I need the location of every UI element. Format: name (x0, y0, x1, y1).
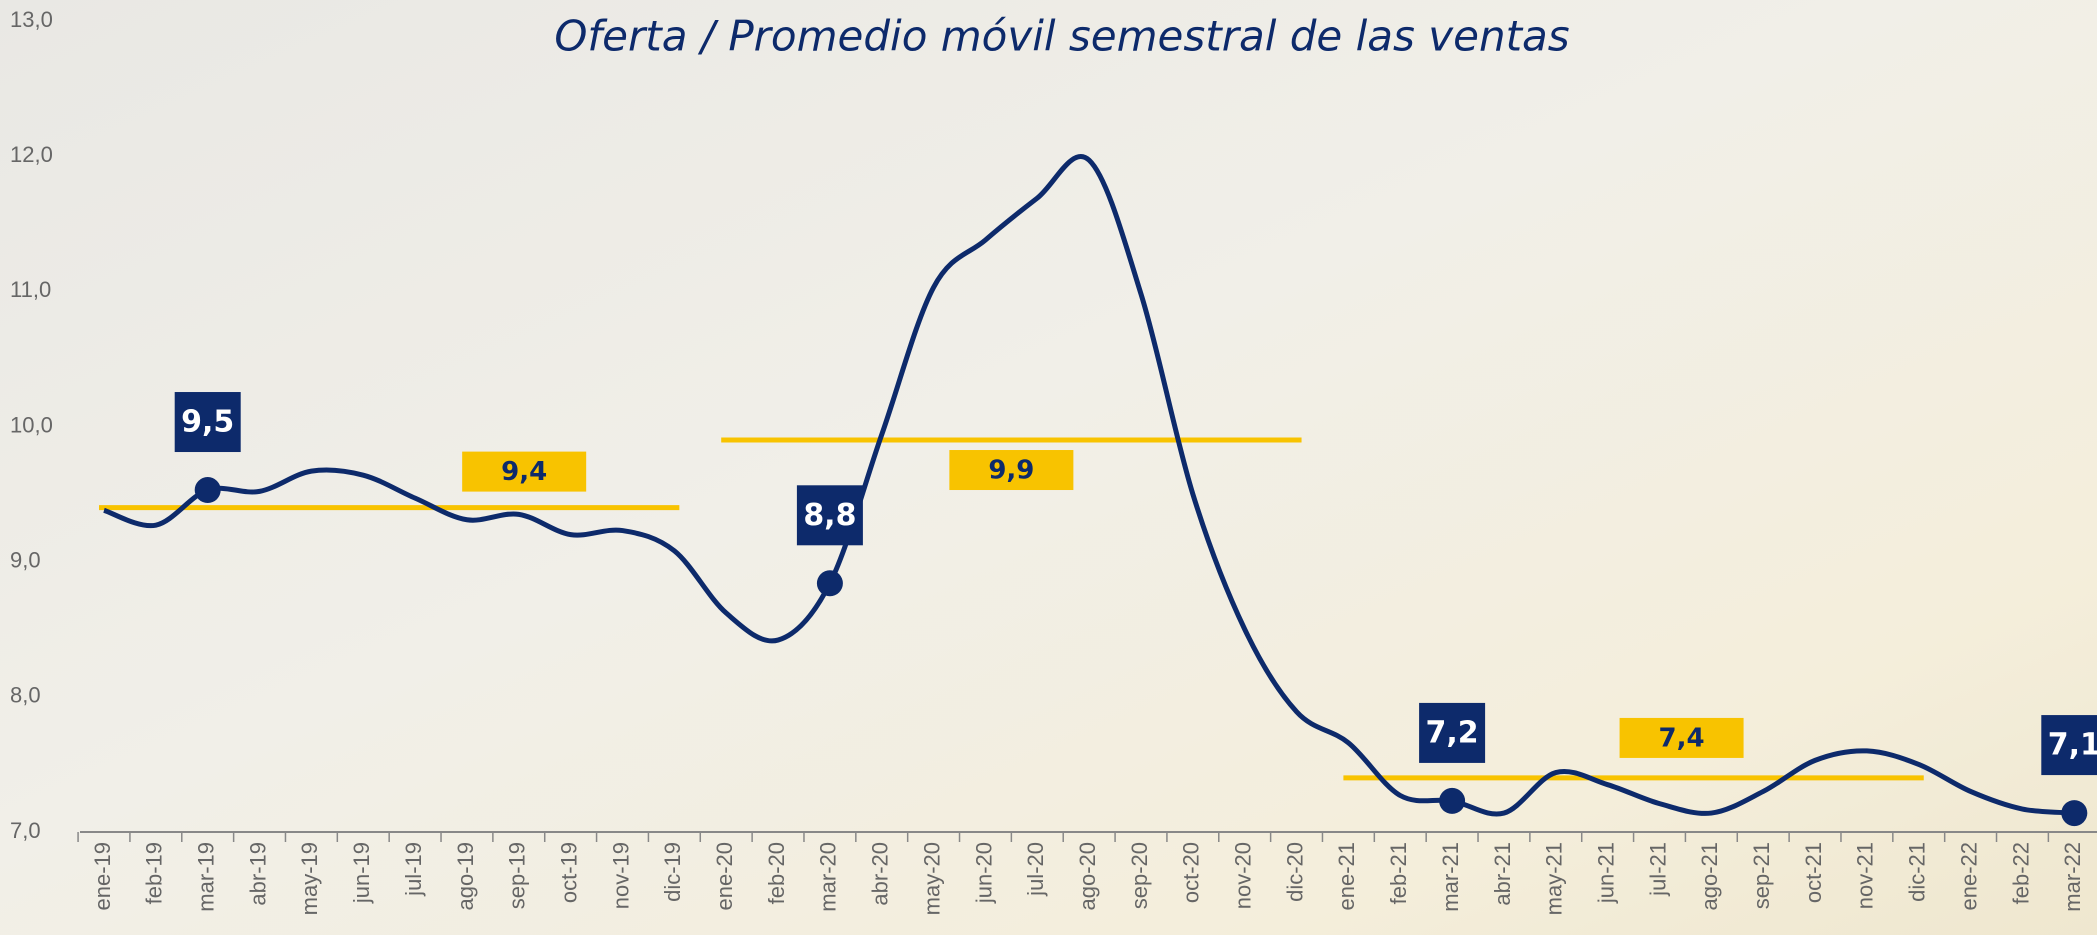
average-label: 9,4 (501, 457, 547, 487)
x-tick-label: ene-22 (1956, 842, 1981, 911)
x-tick-label: may-19 (297, 842, 322, 915)
x-tick-label: ago-21 (1697, 842, 1722, 911)
x-tick-label: oct-21 (1801, 842, 1826, 903)
y-tick-label: 9,0 (10, 547, 41, 572)
x-tick-label: abr-20 (868, 842, 893, 906)
data-point (195, 477, 221, 503)
x-tick-label: mar-19 (194, 842, 219, 912)
x-tick-label: ago-20 (1075, 842, 1100, 911)
average-label: 7,4 (1659, 723, 1705, 753)
x-tick-label: sep-19 (505, 842, 530, 909)
x-tick-label: abr-21 (1490, 842, 1515, 906)
y-tick-label: 11,0 (10, 277, 51, 302)
x-tick-label: feb-20 (764, 842, 789, 904)
x-tick-label: mar-22 (2060, 842, 2085, 912)
chart: Oferta / Promedio móvil semestral de las… (0, 0, 2097, 935)
x-tick-label: jun-19 (349, 842, 374, 904)
x-tick-label: feb-19 (142, 842, 167, 904)
y-tick-label: 8,0 (10, 683, 41, 708)
x-tick-label: ene-20 (712, 842, 737, 911)
x-tick-label: dic-19 (660, 842, 685, 902)
x-tick-label: oct-20 (1179, 842, 1204, 903)
average-label: 9,9 (988, 456, 1034, 486)
value-label: 7,1 (2048, 728, 2097, 763)
value-label: 9,5 (181, 405, 234, 440)
x-tick-label: abr-19 (245, 842, 270, 906)
x-tick-label: ene-19 (90, 842, 115, 911)
data-point (817, 570, 843, 596)
x-tick-label: mar-20 (816, 842, 841, 912)
data-point (1439, 788, 1465, 814)
x-tick-label: jul-21 (1645, 842, 1670, 897)
value-label: 8,8 (803, 498, 856, 533)
x-tick-label: jun-20 (971, 842, 996, 904)
chart-title: Oferta / Promedio móvil semestral de las… (554, 12, 1569, 61)
value-label: 7,2 (1426, 715, 1479, 750)
x-tick-label: mar-21 (1438, 842, 1463, 912)
x-tick-label: oct-19 (556, 842, 581, 903)
x-tick-label: jul-19 (401, 842, 426, 897)
x-tick-label: sep-21 (1749, 842, 1774, 909)
y-tick-label: 7,0 (10, 818, 41, 843)
x-tick-label: may-20 (919, 842, 944, 915)
x-tick-label: ago-19 (453, 842, 478, 911)
x-tick-label: may-21 (1542, 842, 1567, 915)
x-tick-label: ene-21 (1334, 842, 1359, 911)
x-tick-label: nov-21 (1853, 842, 1878, 909)
x-tick-label: nov-19 (608, 842, 633, 909)
x-tick-label: jun-21 (1593, 842, 1618, 904)
x-tick-label: feb-21 (1386, 842, 1411, 904)
x-tick-label: dic-21 (1905, 842, 1930, 902)
x-tick-label: dic-20 (1282, 842, 1307, 902)
page: Oferta / Promedio móvil semestral de las… (0, 0, 2097, 935)
y-tick-label: 10,0 (10, 412, 53, 437)
y-tick-label: 13,0 (10, 7, 53, 32)
x-tick-label: feb-22 (2008, 842, 2033, 904)
x-tick-label: jul-20 (1023, 842, 1048, 897)
y-tick-label: 12,0 (10, 142, 53, 167)
x-tick-label: nov-20 (1231, 842, 1256, 909)
x-tick-label: sep-20 (1127, 842, 1152, 909)
data-point (2061, 800, 2087, 826)
